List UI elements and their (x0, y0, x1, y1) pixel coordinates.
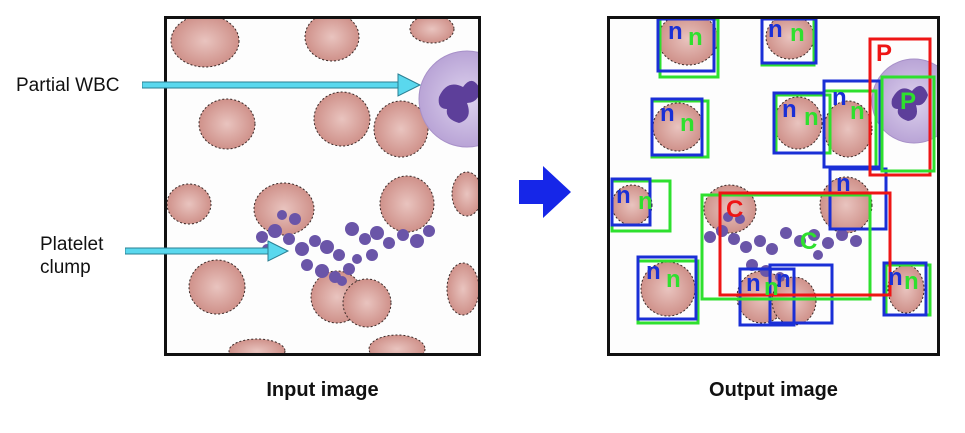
red-blood-cell (313, 91, 371, 147)
gt-label-normal: n (904, 268, 919, 295)
gt-box-normal (658, 19, 720, 79)
gt-box-clump (700, 193, 872, 301)
red-blood-cell (409, 19, 455, 44)
red-blood-cell (611, 184, 653, 226)
pred-label-normal: n (768, 19, 783, 43)
output-image-caption: Output image (709, 379, 838, 401)
red-blood-cell (373, 100, 429, 158)
pred-label-normal: n (646, 258, 661, 285)
pred-box-normal (882, 261, 928, 317)
red-blood-cell (451, 171, 478, 217)
gt-label-normal: n (638, 188, 653, 215)
partial-wbc (418, 50, 478, 148)
pred-label-clump: C (726, 196, 743, 223)
output-detections: n n n n n n n n n n n n n n n n n n n n … (610, 19, 937, 327)
platelet-clump-label-line1: Platelet (40, 234, 104, 255)
transform-arrow-icon (519, 166, 571, 218)
partial-wbc-label: Partial WBC (16, 75, 120, 96)
gt-label-normal: n (804, 104, 819, 131)
pred-label-normal: n (746, 270, 761, 297)
pred-box-normal (656, 19, 716, 73)
pred-label-normal: n (660, 100, 675, 127)
platelet-clump-label: Platelet clump (40, 233, 103, 279)
red-blood-cell (304, 19, 360, 62)
red-blood-cell (188, 259, 246, 315)
pred-label-normal: n (836, 170, 851, 197)
pred-box-normal (636, 255, 698, 321)
red-blood-cell (379, 175, 435, 233)
pred-box-partial (868, 37, 932, 177)
red-blood-cell (773, 96, 823, 150)
pred-label-partial: P (876, 40, 892, 67)
pred-box-clump (718, 191, 892, 297)
gt-label-normal: n (790, 20, 805, 47)
gt-label-normal: n (688, 24, 703, 51)
red-blood-cell (170, 19, 240, 68)
pred-box-normal (828, 167, 888, 231)
red-blood-cell (819, 176, 873, 234)
input-image-caption: Input image (266, 379, 379, 401)
red-blood-cell (368, 334, 426, 353)
platelet-clump (256, 210, 435, 286)
pred-box-normal (822, 79, 882, 169)
gt-label-normal: n (850, 98, 865, 125)
partial-wbc (871, 58, 937, 144)
pred-box-normal (760, 19, 818, 65)
pred-label-normal: n (668, 19, 683, 45)
pred-label-normal: n (888, 264, 903, 291)
pred-box-normal (650, 97, 704, 157)
platelet-clump-label-line2: clump (40, 257, 91, 278)
pred-label-normal: n (776, 266, 791, 293)
gt-label-normal: n (680, 110, 695, 137)
pred-label-normal: n (782, 96, 797, 123)
red-blood-cell (253, 182, 315, 236)
pred-label-normal: n (832, 84, 847, 111)
platelet-clump-pointer-arrow (125, 240, 290, 262)
pred-label-normal: n (616, 182, 631, 209)
red-blood-cell (887, 264, 925, 314)
red-blood-cell (446, 262, 478, 316)
pred-box-normal (610, 177, 652, 227)
input-cell-illustration (167, 19, 478, 353)
input-image (164, 16, 481, 356)
gt-label-normal: n (764, 274, 779, 301)
gt-box-partial (880, 75, 936, 173)
red-blood-cell (198, 98, 256, 150)
pred-box-normal (738, 267, 796, 327)
red-blood-cell (167, 183, 212, 225)
gt-label-normal: n (666, 266, 681, 293)
gt-label-clump: C (800, 228, 817, 255)
red-blood-cell (228, 338, 286, 353)
partial-wbc-pointer-arrow (142, 73, 422, 97)
red-blood-cell (342, 278, 392, 328)
output-image: n n n n n n n n n n n n n n n n n n n n … (607, 16, 940, 356)
gt-label-partial: P (900, 88, 916, 115)
